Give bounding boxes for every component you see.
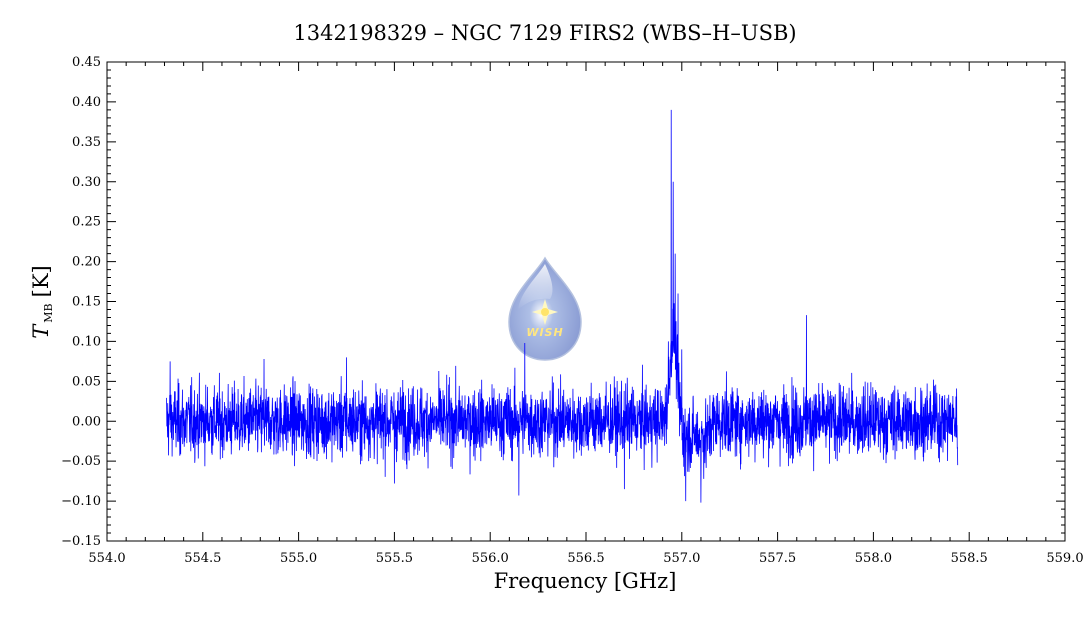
svg-text:TMB[K]: TMB [K]	[29, 265, 55, 338]
x-tick-label: 559.0	[1046, 551, 1083, 566]
chart-title: 1342198329 – NGC 7129 FIRS2 (WBS–H–USB)	[293, 21, 796, 45]
y-axis-label: TMB [K]	[29, 265, 55, 338]
y-tick-label: 0.10	[72, 334, 101, 349]
y-tick-label: −0.10	[61, 494, 101, 509]
y-tick-label: 0.05	[72, 374, 101, 389]
x-tick-label: 554.5	[184, 551, 221, 566]
x-axis-label: Frequency [GHz]	[494, 569, 677, 593]
star-icon	[532, 299, 558, 325]
x-tick-label: 557.0	[663, 551, 700, 566]
wish-logo: WISH	[508, 256, 582, 361]
x-tick-label: 555.0	[280, 551, 317, 566]
x-tick-label: 558.5	[951, 551, 988, 566]
y-tick-label: 0.20	[72, 255, 101, 270]
y-tick-label: 0.25	[72, 215, 101, 230]
y-tick-label: 0.00	[72, 414, 101, 429]
y-tick-label: −0.15	[61, 534, 101, 549]
y-tick-label: −0.05	[61, 454, 101, 469]
x-tick-label: 556.5	[567, 551, 604, 566]
x-tick-label: 557.5	[759, 551, 796, 566]
x-tick-labels: 554.0 554.5 555.0 555.5 556.0 556.5 557.0 557.5…	[88, 551, 1083, 566]
plot-frame	[106, 61, 1066, 542]
x-tick-label: 558.0	[855, 551, 892, 566]
x-tick-label: 554.0	[88, 551, 125, 566]
y-axis-label-sub: MB	[42, 303, 55, 322]
y-tick-label: 0.35	[72, 135, 101, 150]
x-tick-label: 556.0	[472, 551, 509, 566]
axis-ticks	[106, 61, 1066, 542]
logo-text: WISH	[526, 326, 563, 339]
x-tick-label: 555.5	[376, 551, 413, 566]
y-tick-label: 0.45	[72, 55, 101, 70]
series-line	[166, 109, 959, 503]
y-tick-label: 0.30	[72, 175, 101, 190]
y-axis-label-unit: [K]	[29, 265, 53, 297]
y-tick-label: 0.40	[72, 95, 101, 110]
y-tick-labels: −0.15 −0.10 −0.05 0.00 0.05 0.10 0.15 0.20 0.25 0…	[61, 55, 101, 549]
series-group	[166, 109, 959, 503]
y-axis-label-main: T	[29, 323, 53, 339]
y-tick-label: 0.15	[72, 295, 101, 310]
